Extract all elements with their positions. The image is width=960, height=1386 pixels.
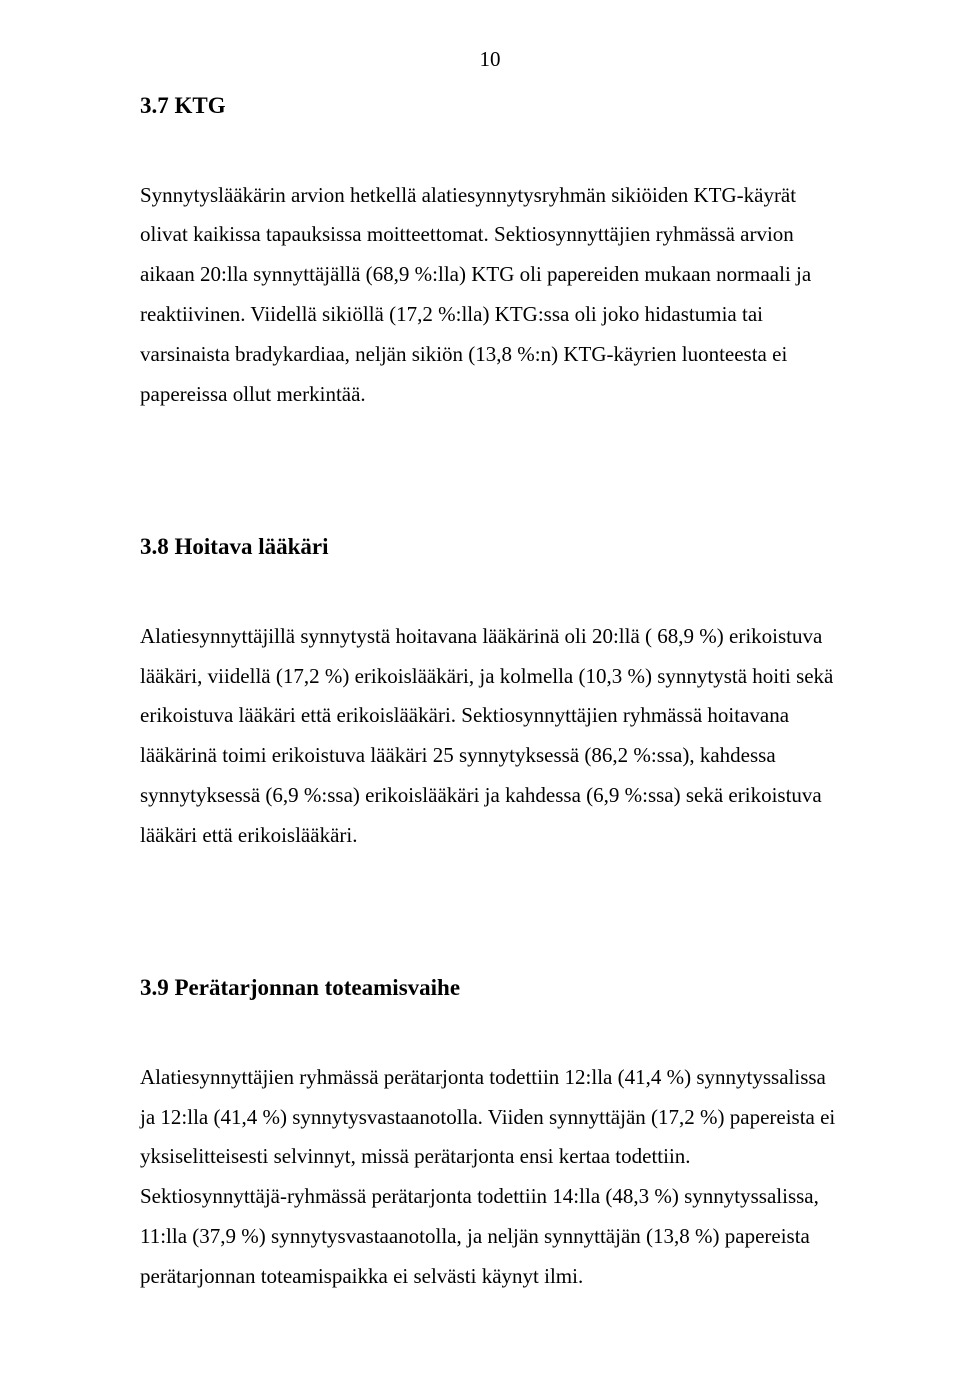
section-heading-3-8: 3.8 Hoitava lääkäri [140,525,840,569]
document-page: 10 3.7 KTG Synnytyslääkärin arvion hetke… [0,0,960,1386]
section-heading-3-7: 3.7 KTG [140,84,840,128]
page-number: 10 [140,40,840,80]
paragraph: Alatiesynnyttäjien ryhmässä perätarjonta… [140,1058,840,1297]
section-heading-3-9: 3.9 Perätarjonnan toteamisvaihe [140,966,840,1010]
spacer [140,866,840,906]
paragraph: Alatiesynnyttäjillä synnytystä hoitavana… [140,617,840,856]
spacer [140,425,840,465]
paragraph: Synnytyslääkärin arvion hetkellä alaties… [140,176,840,415]
